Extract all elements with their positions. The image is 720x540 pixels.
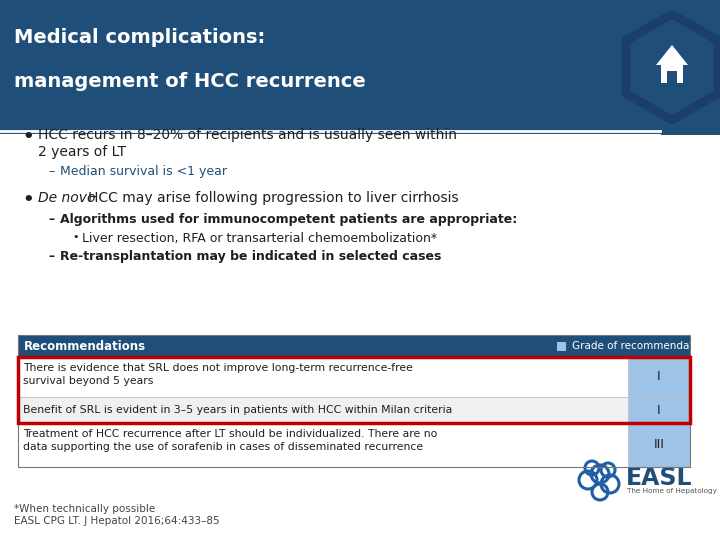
Polygon shape (656, 45, 688, 65)
Text: There is evidence that SRL does not improve long-term recurrence-free: There is evidence that SRL does not impr… (23, 363, 413, 373)
Text: Median survival is <1 year: Median survival is <1 year (60, 165, 227, 178)
Text: Grade of recommendation: Grade of recommendation (572, 341, 709, 351)
Polygon shape (631, 19, 714, 115)
Text: Benefit of SRL is evident in 3–5 years in patients with HCC within Milan criteri: Benefit of SRL is evident in 3–5 years i… (23, 405, 452, 415)
Text: I: I (657, 403, 661, 416)
Text: III: III (654, 438, 665, 451)
FancyBboxPatch shape (628, 357, 690, 397)
FancyBboxPatch shape (18, 357, 690, 397)
Text: HCC recurs in 8–20% of recipients and is usually seen within: HCC recurs in 8–20% of recipients and is… (38, 128, 457, 142)
Text: management of HCC recurrence: management of HCC recurrence (14, 72, 366, 91)
Text: Liver resection, RFA or transarterial chemoembolization*: Liver resection, RFA or transarterial ch… (82, 232, 437, 245)
Text: •: • (22, 191, 34, 209)
FancyBboxPatch shape (661, 65, 683, 83)
Text: EASL CPG LT. J Hepatol 2016;64:433–85: EASL CPG LT. J Hepatol 2016;64:433–85 (14, 516, 220, 526)
Text: Re-transplantation may be indicated in selected cases: Re-transplantation may be indicated in s… (60, 250, 441, 263)
Text: 2 years of LT: 2 years of LT (38, 145, 126, 159)
Text: EASL: EASL (626, 466, 693, 490)
Text: *When technically possible: *When technically possible (14, 504, 156, 514)
FancyBboxPatch shape (18, 397, 690, 423)
FancyBboxPatch shape (18, 423, 690, 467)
Text: data supporting the use of sorafenib in cases of disseminated recurrence: data supporting the use of sorafenib in … (23, 442, 423, 452)
FancyBboxPatch shape (628, 397, 690, 423)
Text: Recommendations: Recommendations (24, 340, 146, 353)
Text: •: • (72, 232, 78, 242)
Text: Treatment of HCC recurrence after LT should be individualized. There are no: Treatment of HCC recurrence after LT sho… (23, 429, 437, 439)
Text: Algorithms used for immunocompetent patients are appropriate:: Algorithms used for immunocompetent pati… (60, 213, 517, 226)
Text: I: I (657, 370, 661, 383)
FancyBboxPatch shape (628, 423, 690, 467)
FancyBboxPatch shape (667, 71, 677, 83)
FancyBboxPatch shape (0, 0, 720, 135)
Text: De novo: De novo (38, 191, 100, 205)
Polygon shape (622, 9, 720, 125)
Text: survival beyond 5 years: survival beyond 5 years (23, 376, 153, 386)
FancyBboxPatch shape (557, 341, 566, 350)
Text: The Home of Hepatology: The Home of Hepatology (627, 488, 717, 494)
Text: –: – (48, 250, 54, 263)
Text: Medical complications:: Medical complications: (14, 28, 265, 47)
Text: –: – (48, 213, 54, 226)
FancyBboxPatch shape (18, 335, 690, 357)
Text: ™: ™ (669, 467, 676, 473)
Text: •: • (22, 128, 34, 146)
Text: –: – (48, 165, 54, 178)
Text: HCC may arise following progression to liver cirrhosis: HCC may arise following progression to l… (88, 191, 459, 205)
